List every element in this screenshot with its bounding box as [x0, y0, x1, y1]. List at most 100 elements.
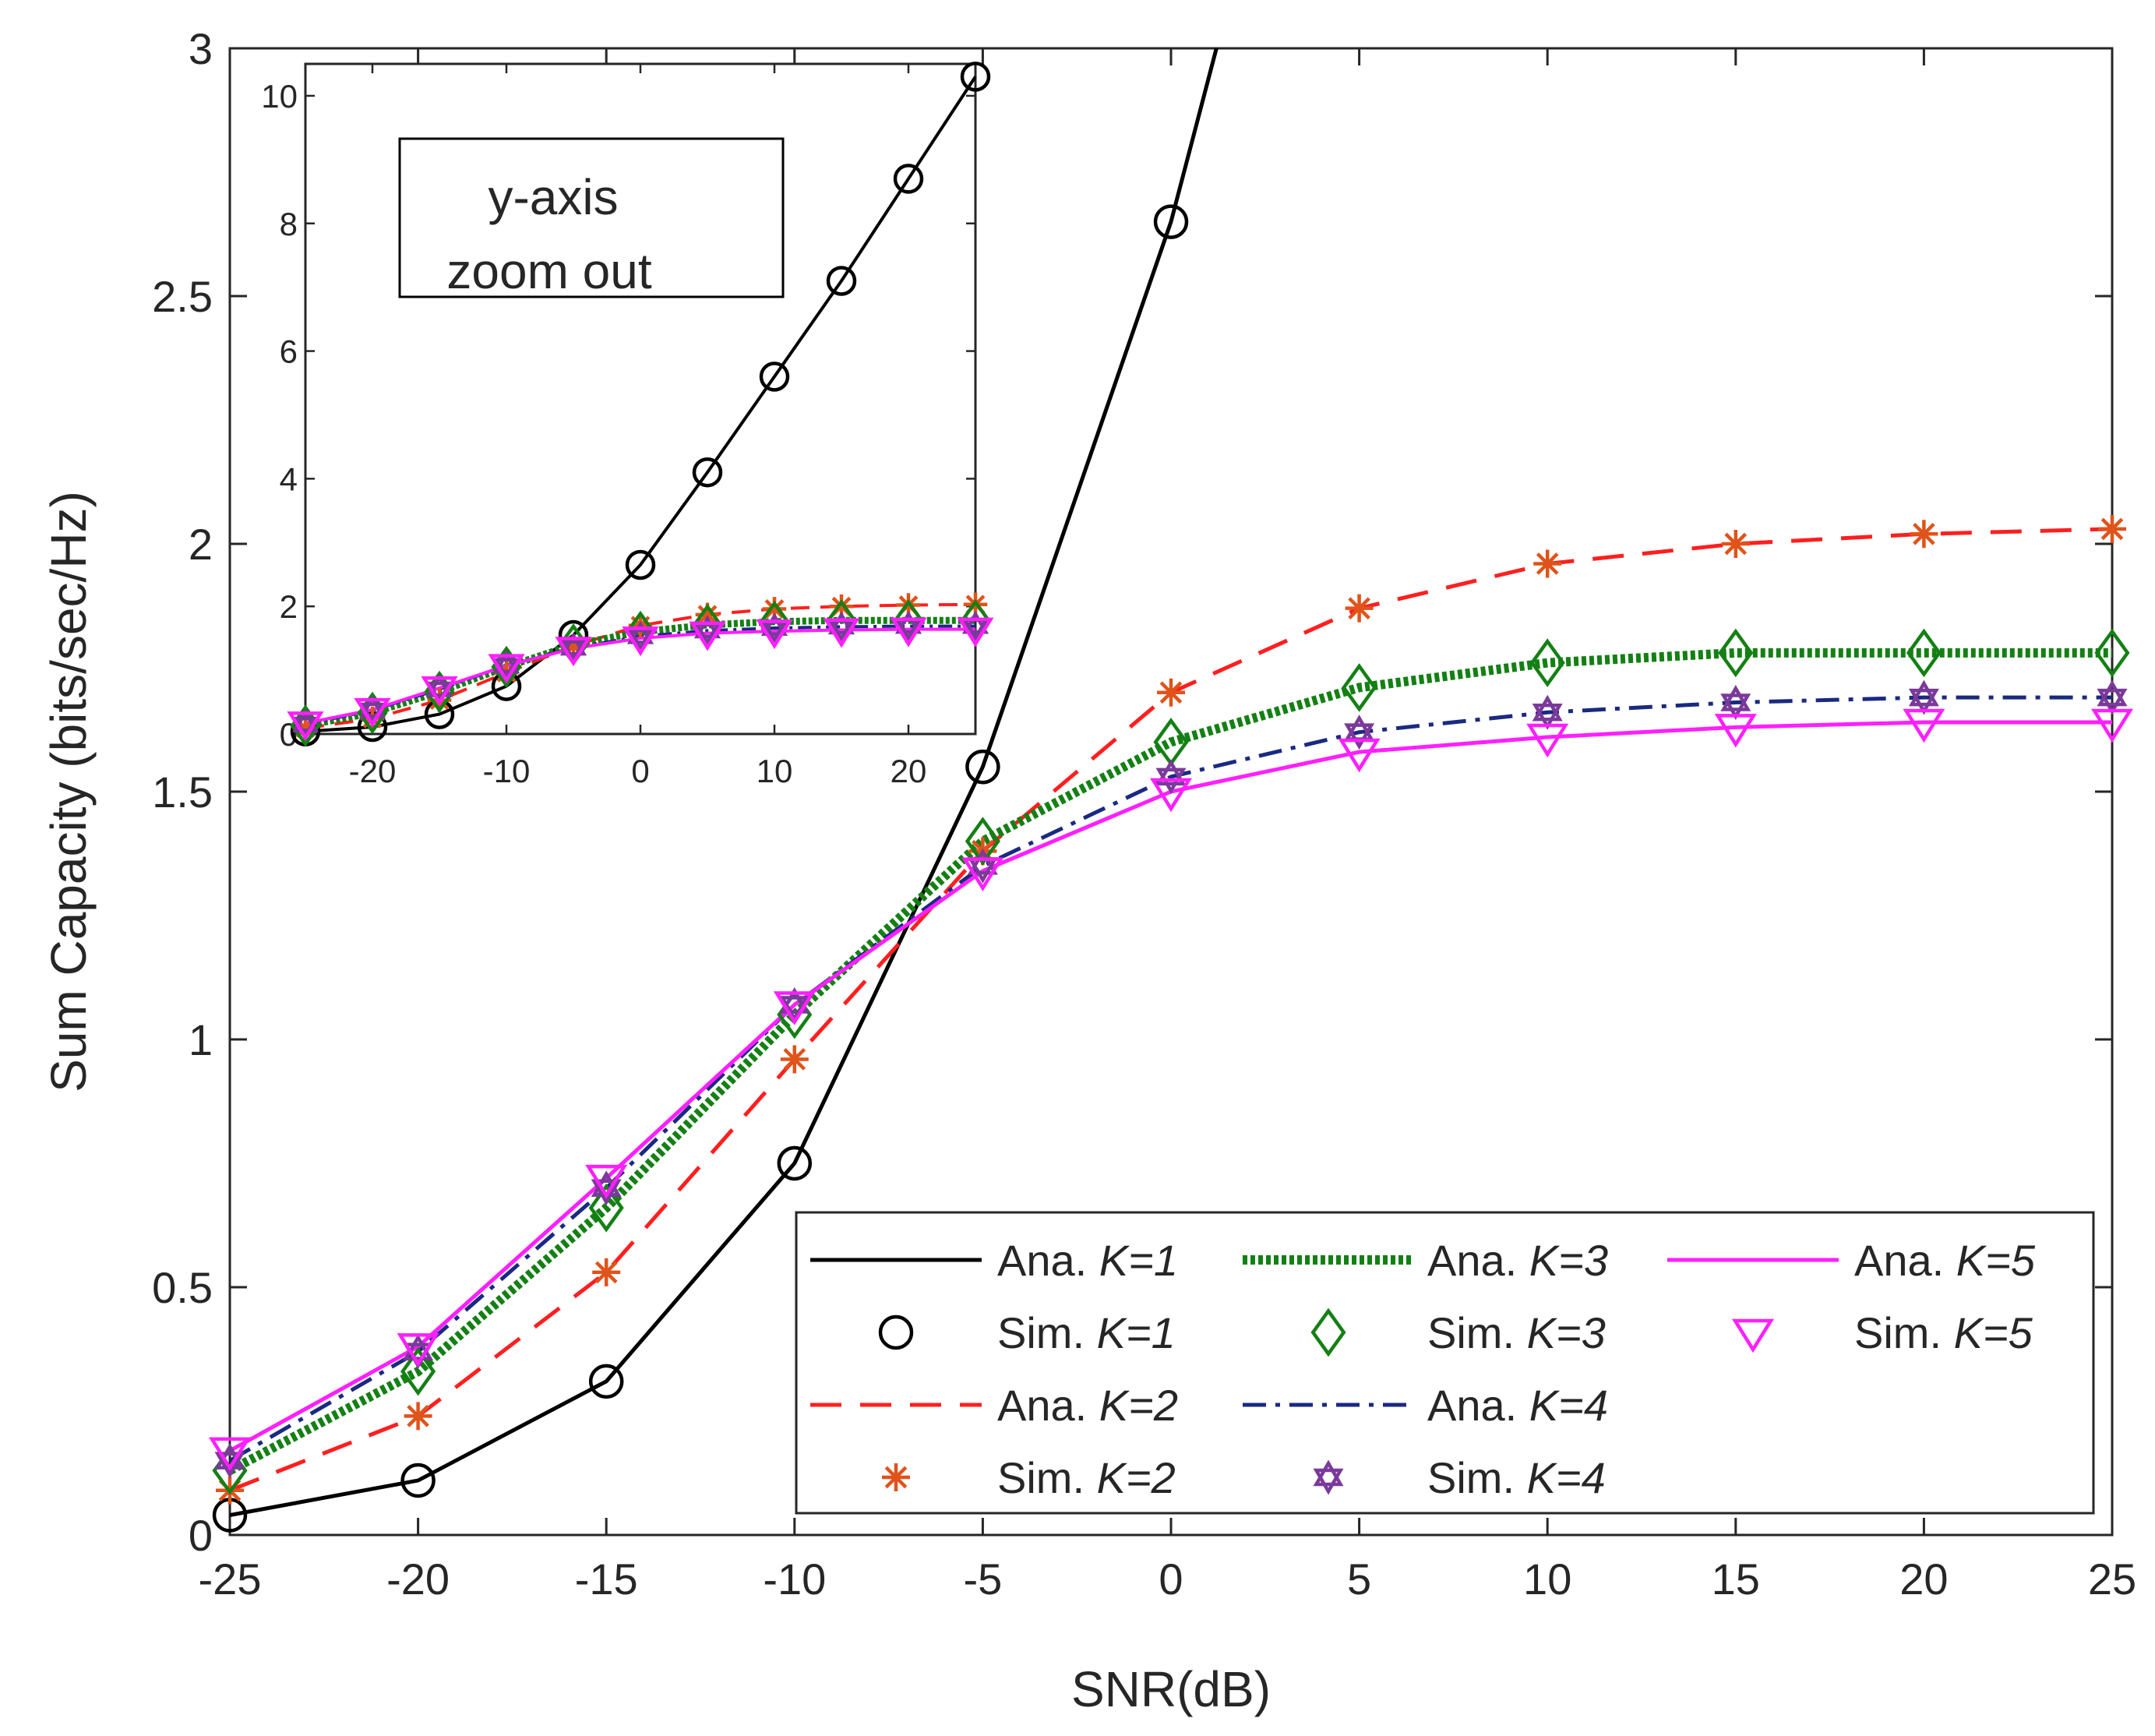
- data-point-k1: [965, 749, 1000, 785]
- data-point-k3: [1342, 663, 1377, 712]
- data-point-k1: [588, 1364, 624, 1399]
- legend: Ana. K=1 Sim. K=1 Ana. K=2 Sim. K=2 Ana. K=3…: [795, 1211, 2095, 1515]
- inset-data-point-k2: [293, 716, 318, 740]
- data-point-k3: [2094, 628, 2130, 678]
- zoom-note-box: [398, 137, 785, 298]
- data-point-k5: [1526, 723, 1569, 758]
- y-axis-label: Sum Capacity (bits/sec/Hz): [41, 491, 97, 1092]
- inset-data-point-k5: [957, 617, 994, 647]
- series-line-k3: [230, 647, 2112, 1475]
- y-tick-label: 3: [189, 24, 213, 73]
- inset-data-point-k5: [287, 711, 324, 742]
- legend-label-sim-k3: Sim. K=3: [1427, 1308, 1606, 1357]
- y-tick-label: 2: [189, 520, 213, 569]
- inset-data-point-k5: [555, 637, 592, 667]
- x-axis-label: SNR(dB): [1071, 1661, 1271, 1717]
- inset-data-point-k2: [360, 707, 385, 731]
- legend-box: [795, 1211, 2095, 1515]
- inset-data-point-k5: [890, 617, 927, 647]
- series-line-k1: [230, 48, 1219, 1518]
- legend-label-sim-k5: Sim. K=5: [1854, 1308, 2033, 1357]
- inset-series-line-k3: [305, 616, 975, 729]
- y-tick-label: 0: [189, 1511, 213, 1560]
- data-point-k2: [1345, 594, 1374, 623]
- legend-label-ana-k4: Ana. K=4: [1427, 1381, 1608, 1430]
- legend-label-sim-k2: Sim. K=2: [997, 1453, 1176, 1502]
- data-point-k5: [397, 1333, 439, 1367]
- y-tick-label: 1.5: [152, 767, 213, 817]
- inset-y-tick-label: 10: [261, 78, 298, 115]
- legend-label-sim-k1: Sim. K=1: [997, 1308, 1176, 1357]
- inset-data-point-k5: [756, 619, 793, 650]
- x-tick-label: -5: [964, 1554, 1003, 1604]
- inset-data-point-k1: [625, 549, 656, 580]
- data-point-k1: [1153, 204, 1189, 239]
- x-tick-label: -25: [199, 1554, 262, 1604]
- legend-marker-k2: [882, 1463, 910, 1491]
- inset-data-point-k5: [622, 626, 659, 657]
- inset-x-tick-label: -10: [483, 753, 531, 789]
- legend-items: Ana. K=1 Sim. K=1 Ana. K=2 Sim. K=2 Ana. K=3…: [810, 1236, 2036, 1502]
- data-point-k5: [1714, 714, 1757, 748]
- inset-data-point-k2: [561, 633, 586, 658]
- data-point-k3: [1718, 628, 1754, 678]
- x-tick-label: -20: [386, 1554, 450, 1604]
- y-tick-label: 0.5: [152, 1263, 213, 1312]
- inset-data-point-k2: [762, 597, 787, 621]
- inset-data-point-k1: [826, 266, 857, 296]
- inset-data-point-k5: [823, 618, 860, 648]
- legend-label-ana-k1: Ana. K=1: [997, 1236, 1178, 1285]
- x-tick-label: 25: [2088, 1554, 2136, 1604]
- data-point-k2: [404, 1402, 432, 1431]
- zoom-note-line2: zoom out: [446, 243, 651, 299]
- inset-data-point-k2: [695, 602, 720, 627]
- legend-marker-k4: [1313, 1459, 1344, 1495]
- data-point-k2: [2098, 514, 2126, 543]
- data-point-k5: [1149, 778, 1193, 813]
- inset-y-tick-label: 4: [280, 460, 298, 497]
- data-point-k2: [1721, 530, 1750, 558]
- inset-data-point-k4: [626, 620, 654, 652]
- data-point-k3: [588, 1183, 624, 1233]
- data-point-k3: [400, 1346, 436, 1396]
- inset-data-point-k2: [829, 594, 854, 619]
- legend-marker-k3: [1310, 1307, 1346, 1357]
- inset-data-point-k1: [759, 362, 790, 392]
- data-point-k1: [400, 1463, 436, 1498]
- data-point-k1: [777, 1145, 813, 1181]
- inset-plot-area: [287, 62, 994, 747]
- data-point-k5: [585, 1164, 628, 1199]
- data-point-k5: [2090, 708, 2134, 743]
- data-point-k4: [2097, 679, 2128, 715]
- zoom-note-line1: y-axis: [488, 169, 618, 225]
- inset-data-point-k1: [692, 457, 723, 488]
- inset-series-line-k2: [305, 602, 976, 730]
- data-point-k5: [773, 991, 816, 1025]
- data-point-k4: [1532, 694, 1563, 730]
- x-tick-label: 5: [1347, 1554, 1371, 1604]
- inset-series-line-k5: [305, 627, 975, 725]
- y-tick-label: 1: [189, 1015, 213, 1064]
- inset-x-tick-label: 0: [631, 753, 649, 789]
- inset-x-tick-label: -20: [349, 753, 397, 789]
- data-point-k3: [1906, 628, 1942, 678]
- inset-data-point-k4: [559, 632, 587, 664]
- inset-data-point-k1: [893, 164, 924, 194]
- data-point-k3: [1529, 638, 1565, 687]
- x-tick-label: 20: [1899, 1554, 1948, 1604]
- legend-label-ana-k3: Ana. K=3: [1427, 1236, 1608, 1285]
- legend-marker-k1: [878, 1314, 914, 1350]
- data-point-k5: [1903, 708, 1945, 743]
- data-point-k4: [1720, 685, 1751, 721]
- data-point-k2: [592, 1258, 621, 1286]
- x-tick-label: 0: [1159, 1554, 1183, 1604]
- inset-y-tick-label: 6: [280, 333, 298, 370]
- data-point-k4: [779, 986, 810, 1022]
- main-plot-area: [208, 48, 2134, 1533]
- data-point-k2: [780, 1045, 809, 1074]
- data-point-k4: [1908, 679, 1939, 715]
- inset-x-tick-label: 20: [891, 753, 927, 789]
- data-point-k5: [961, 857, 1004, 892]
